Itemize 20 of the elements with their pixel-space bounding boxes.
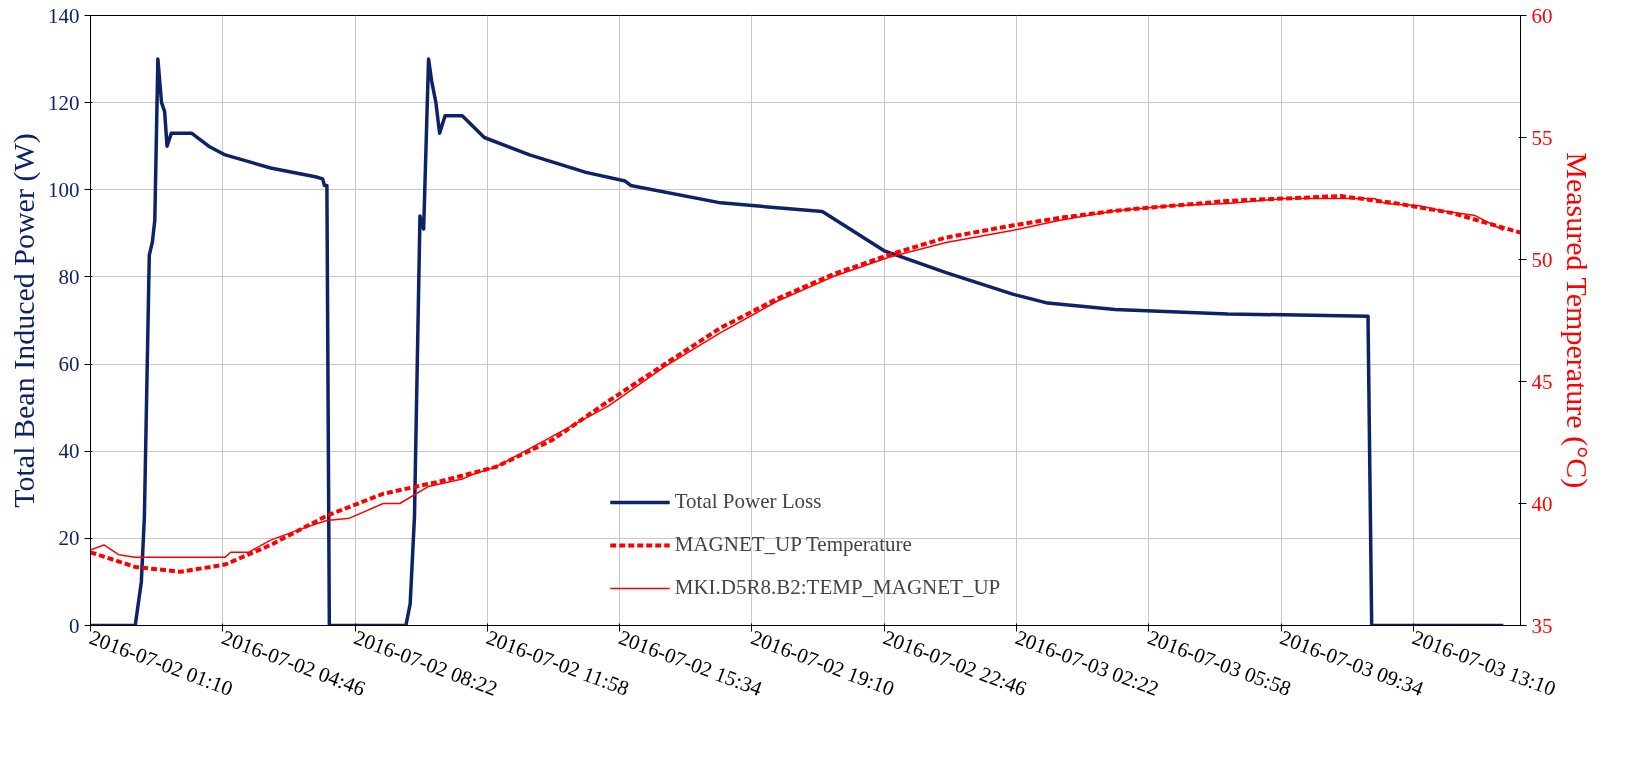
legend-label: MAGNET_UP Temperature	[674, 532, 912, 557]
y2-tick-label: 35	[1531, 613, 1553, 638]
y-tick-label: 60	[58, 352, 80, 377]
y-tick-label: 20	[58, 526, 80, 551]
y2-tick-label: 40	[1531, 491, 1553, 516]
y2-tick-label: 55	[1531, 125, 1553, 150]
y-tick-label: 120	[48, 90, 80, 115]
y2-tick-label: 60	[1531, 3, 1553, 28]
y-tick-label: 140	[48, 3, 80, 28]
y-tick-label: 0	[69, 613, 80, 638]
y2-tick-label: 45	[1531, 369, 1553, 394]
y-tick-label: 40	[58, 439, 80, 464]
legend-label: MKI.D5R8.B2:TEMP_MAGNET_UP	[674, 575, 1001, 600]
y-tick-label: 100	[48, 177, 80, 202]
y-tick-label: 80	[58, 264, 80, 289]
y2-axis-title: Measured Temperature (°C)	[1559, 152, 1594, 489]
line-series	[90, 57, 1506, 626]
legend-label: Total Power Loss	[674, 489, 822, 514]
y-axis-title: Total Bean Induced Power (W)	[7, 133, 41, 508]
y2-tick-label: 50	[1531, 247, 1553, 272]
